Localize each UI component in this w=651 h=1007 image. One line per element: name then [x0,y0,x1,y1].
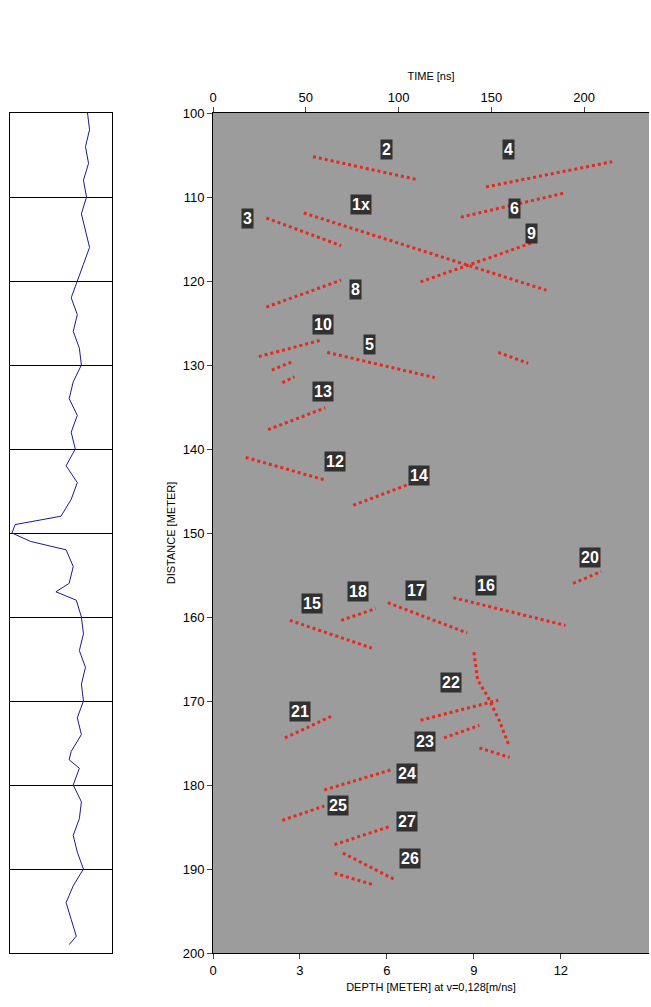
svg-text:150: 150 [183,526,205,541]
svg-text:18: 18 [349,583,367,600]
svg-text:15: 15 [303,595,321,612]
svg-text:0: 0 [209,963,216,978]
svg-text:17: 17 [407,582,425,599]
svg-text:0: 0 [209,90,216,105]
svg-text:6: 6 [383,963,390,978]
svg-text:8: 8 [351,281,360,298]
svg-text:100: 100 [183,106,205,121]
svg-text:130: 130 [183,358,205,373]
svg-text:200: 200 [183,946,205,961]
svg-text:150: 150 [480,90,502,105]
svg-text:16: 16 [477,577,495,594]
svg-text:DISTANCE [METER]: DISTANCE [METER] [165,482,177,584]
svg-text:24: 24 [398,765,416,782]
svg-text:10: 10 [314,316,332,333]
svg-text:12: 12 [326,453,344,470]
svg-text:20: 20 [581,549,599,566]
svg-text:26: 26 [401,850,419,867]
svg-text:50: 50 [299,90,313,105]
svg-text:DEPTH [METER] at v=0,128[m/ns]: DEPTH [METER] at v=0,128[m/ns] [346,981,516,993]
svg-text:3: 3 [296,963,303,978]
svg-text:110: 110 [184,190,205,205]
svg-text:180: 180 [183,778,205,793]
svg-text:6: 6 [510,200,519,217]
svg-text:3: 3 [243,210,252,227]
svg-text:100: 100 [388,90,410,105]
svg-text:170: 170 [183,694,205,709]
svg-text:5: 5 [365,336,374,353]
svg-text:190: 190 [183,862,205,877]
svg-text:13: 13 [314,383,332,400]
svg-text:4: 4 [504,141,513,158]
svg-text:200: 200 [573,90,595,105]
svg-text:21: 21 [291,703,309,720]
svg-text:23: 23 [416,733,434,750]
svg-text:12: 12 [554,963,568,978]
svg-text:1x: 1x [352,196,370,213]
svg-text:9: 9 [470,963,477,978]
svg-text:2: 2 [382,141,391,158]
svg-text:120: 120 [183,274,205,289]
svg-text:TIME [ns]: TIME [ns] [407,70,454,82]
svg-text:160: 160 [183,610,205,625]
svg-text:14: 14 [410,467,428,484]
svg-text:25: 25 [329,797,347,814]
svg-text:22: 22 [442,674,460,691]
svg-text:9: 9 [527,225,536,242]
svg-text:27: 27 [398,813,416,830]
svg-text:140: 140 [183,442,205,457]
